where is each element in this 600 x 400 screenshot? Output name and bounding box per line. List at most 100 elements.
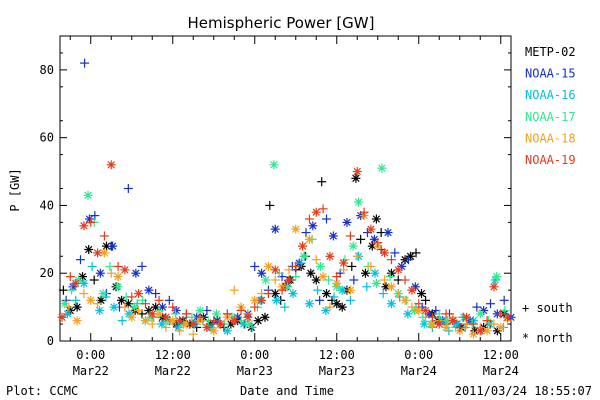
data-point xyxy=(284,265,294,275)
data-point xyxy=(120,265,130,275)
data-point xyxy=(304,299,314,309)
data-point xyxy=(168,302,178,312)
data-point xyxy=(209,326,219,336)
data-point xyxy=(63,309,73,319)
y-tick-label: 80 xyxy=(40,63,54,77)
data-point xyxy=(475,309,485,319)
x-tick-label-date: Mar24 xyxy=(401,364,437,378)
data-point xyxy=(272,295,282,305)
data-point xyxy=(260,312,270,322)
data-point xyxy=(472,302,482,312)
footer-timestamp: 2011/03/24 18:55:07 xyxy=(455,384,592,398)
data-point xyxy=(378,289,388,299)
data-point xyxy=(95,306,105,315)
data-point xyxy=(304,234,314,244)
data-point xyxy=(416,289,426,299)
x-tick-label-date: Mar22 xyxy=(73,364,109,378)
data-point xyxy=(187,312,197,322)
data-point xyxy=(296,258,306,268)
data-point xyxy=(421,306,431,315)
y-axis-label: P [GW] xyxy=(8,168,22,211)
data-point xyxy=(127,312,137,322)
data-point xyxy=(366,224,376,234)
legend-entry: NOAA-16 xyxy=(525,88,576,102)
data-point xyxy=(154,295,164,305)
data-point xyxy=(299,251,309,261)
data-point xyxy=(468,319,478,329)
legend-entry: METP-02 xyxy=(525,45,576,59)
data-point xyxy=(475,326,485,336)
data-point xyxy=(369,234,379,244)
x-tick-label-date: Mar23 xyxy=(319,364,355,378)
data-point xyxy=(175,326,185,336)
data-point xyxy=(311,255,321,265)
data-point xyxy=(250,261,260,271)
data-point xyxy=(421,295,431,305)
data-point xyxy=(427,312,437,322)
data-point xyxy=(356,234,366,244)
data-point xyxy=(108,241,118,251)
data-point xyxy=(489,282,499,292)
data-point xyxy=(89,275,99,285)
data-point xyxy=(354,197,364,207)
data-point xyxy=(83,190,93,200)
data-point xyxy=(371,278,381,288)
data-point xyxy=(161,322,171,332)
data-point xyxy=(236,306,246,315)
data-point xyxy=(263,289,273,299)
y-tick-label: 0 xyxy=(47,334,54,348)
data-point xyxy=(380,248,390,258)
data-point xyxy=(442,316,452,326)
data-point xyxy=(482,316,492,326)
data-point xyxy=(373,238,383,248)
y-tick-label: 20 xyxy=(40,266,54,280)
data-point xyxy=(151,289,161,299)
data-point xyxy=(67,285,77,295)
data-point xyxy=(147,319,157,329)
data-point xyxy=(380,275,390,285)
data-point xyxy=(123,184,133,193)
data-point xyxy=(411,248,421,258)
data-point xyxy=(288,289,298,299)
data-point xyxy=(243,312,253,322)
data-point xyxy=(325,251,335,261)
x-tick-label-time: 12:00 xyxy=(155,348,191,362)
data-point xyxy=(329,292,339,302)
legend-entry: NOAA-19 xyxy=(525,153,576,167)
data-point xyxy=(71,278,81,288)
data-point xyxy=(113,261,123,271)
data-point xyxy=(404,255,413,265)
data-point xyxy=(325,302,335,312)
chart-title: Hemispheric Power [GW] xyxy=(188,14,375,32)
data-point xyxy=(315,295,325,305)
legend-entry: NOAA-15 xyxy=(525,67,576,81)
data-point xyxy=(311,207,321,217)
data-point xyxy=(407,285,417,295)
data-point xyxy=(400,275,410,285)
data-point xyxy=(322,289,331,299)
data-point xyxy=(79,289,89,299)
data-point xyxy=(291,224,301,234)
data-point xyxy=(106,268,116,278)
data-point xyxy=(434,319,444,329)
data-point xyxy=(93,299,103,309)
data-point xyxy=(270,224,280,234)
data-point xyxy=(347,261,357,271)
data-point xyxy=(202,322,212,332)
data-point xyxy=(222,309,232,319)
data-point xyxy=(385,272,395,282)
data-point xyxy=(332,272,342,282)
data-point xyxy=(462,312,472,322)
data-point xyxy=(57,312,67,322)
data-point xyxy=(106,160,116,170)
data-point xyxy=(263,261,273,271)
data-point xyxy=(265,200,275,210)
data-point xyxy=(383,228,393,238)
data-point xyxy=(370,268,380,278)
data-point xyxy=(492,272,502,282)
data-point xyxy=(317,177,327,187)
data-point xyxy=(101,241,111,251)
data-point xyxy=(349,275,359,285)
data-point xyxy=(270,265,280,275)
data-point xyxy=(270,275,280,285)
